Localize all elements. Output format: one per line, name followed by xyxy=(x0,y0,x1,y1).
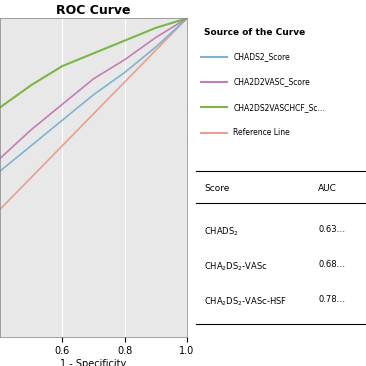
Text: CHA$_2$DS$_2$-VASc-HSF: CHA$_2$DS$_2$-VASc-HSF xyxy=(205,295,288,308)
Text: CHA2D2VASC_Score: CHA2D2VASC_Score xyxy=(234,78,310,86)
Text: CHADS2_Score: CHADS2_Score xyxy=(234,52,290,61)
Title: ROC Curve: ROC Curve xyxy=(56,4,131,17)
Text: 0.68…: 0.68… xyxy=(318,260,346,269)
Text: CHA2DS2VASCHCF_Sc...: CHA2DS2VASCHCF_Sc... xyxy=(234,103,325,112)
X-axis label: 1 - Specificity: 1 - Specificity xyxy=(60,359,127,366)
Text: Score: Score xyxy=(205,184,230,193)
Text: AUC: AUC xyxy=(318,184,337,193)
Text: Source of the Curve: Source of the Curve xyxy=(205,28,306,37)
Text: 0.78…: 0.78… xyxy=(318,295,346,304)
Text: 0.63…: 0.63… xyxy=(318,225,346,234)
Text: CHA$_2$DS$_2$-VASc: CHA$_2$DS$_2$-VASc xyxy=(205,260,268,273)
Text: Reference Line: Reference Line xyxy=(234,128,290,137)
Text: CHADS$_2$: CHADS$_2$ xyxy=(205,225,239,238)
